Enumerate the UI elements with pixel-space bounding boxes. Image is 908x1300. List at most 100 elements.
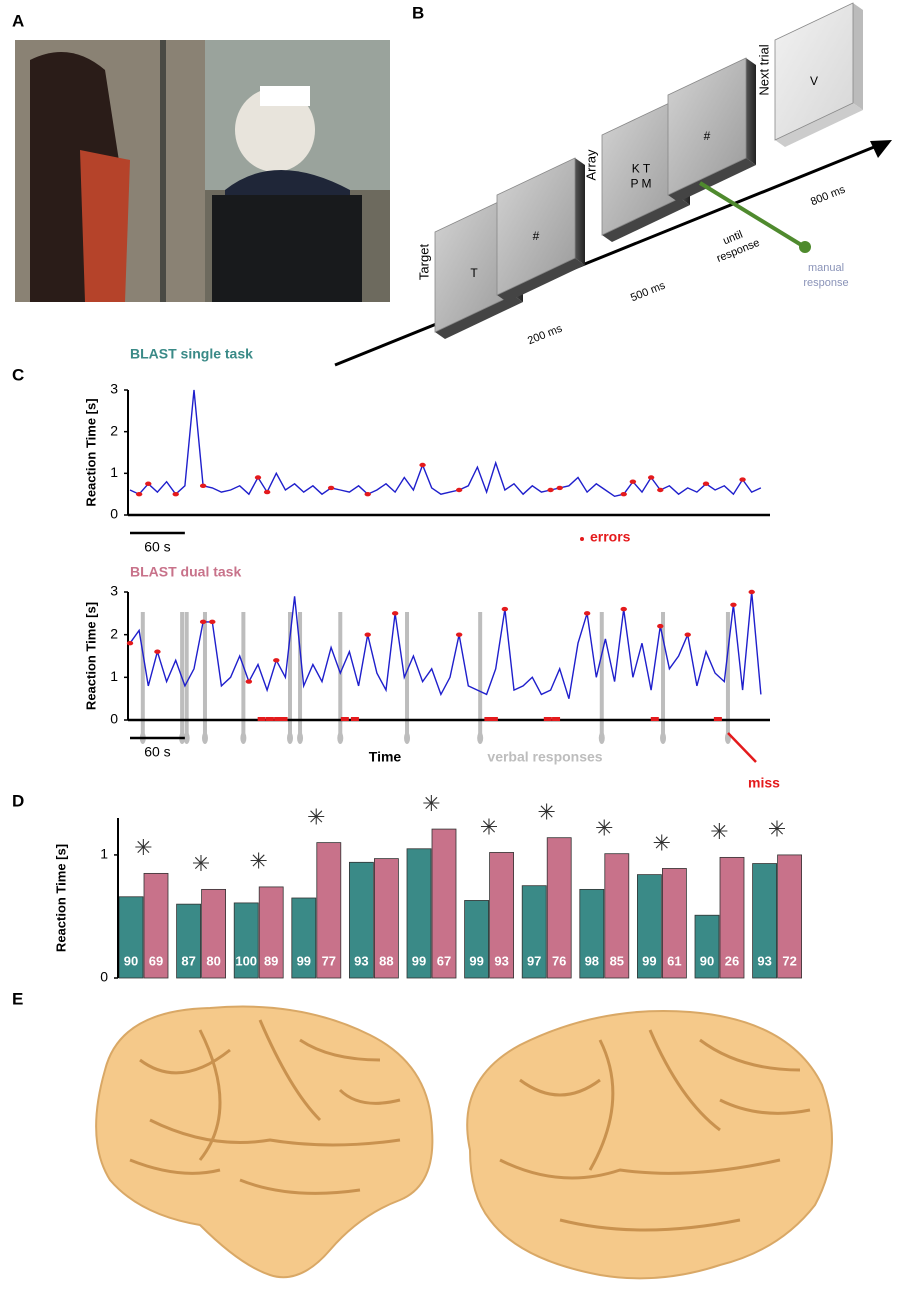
legend-dot [580,537,584,541]
y-tick-label: 3 [110,381,118,397]
bar [258,886,284,979]
duration-label: 800 ms [809,183,847,208]
screen-content: # [533,229,540,243]
bar [694,914,720,979]
response-line [698,181,805,248]
scale-bar-label: 60 s [144,539,170,555]
screen-bottom [775,103,863,147]
photo-monitor [212,195,362,302]
screen-face [496,157,576,296]
scale-bar-label: 60 s [144,744,170,760]
error-point [209,619,216,625]
miss-pointer [727,732,757,763]
accuracy-label: 93 [757,953,771,968]
duration-label: 200 ms [526,322,564,347]
verbal-response-head [404,732,411,744]
screen-bottom [435,295,523,339]
accuracy-label: 85 [610,953,624,968]
error-point [419,462,426,468]
significance-star: ✳ [249,849,267,874]
brain-right [466,1009,833,1280]
accuracy-label: 99 [297,953,311,968]
bar [546,837,572,979]
error-point [364,491,371,497]
y-axis-label: Reaction Time [s] [83,398,98,506]
bar [291,897,317,979]
bar [118,896,144,979]
bar [431,828,457,979]
y-tick-label: 1 [110,668,118,684]
bar [406,848,432,979]
verbal-response-legend: verbal responses [487,749,602,765]
screen-face [667,57,747,196]
error-point [620,491,627,497]
miss-mark [350,717,359,721]
screen-bottom [602,198,690,242]
verbal-response-head [598,732,605,744]
miss-mark [274,717,283,721]
bar [201,888,227,979]
significance-star: ✳ [307,804,325,829]
accuracy-label: 90 [124,953,138,968]
screen-content: P M [630,177,651,191]
miss-mark [650,717,659,721]
miss-mark [713,717,722,721]
y-tick-label: 3 [110,583,118,599]
significance-star: ✳ [422,791,440,816]
error-point [684,632,691,637]
accuracy-label: 93 [354,953,368,968]
bar [604,853,630,979]
accuracy-label: 72 [782,953,796,968]
significance-star: ✳ [134,835,152,860]
legend-label: errors [590,529,631,545]
significance-star: ✳ [595,816,613,841]
verbal-response-head [297,732,304,744]
verbal-response-head [287,732,293,744]
screen-face [774,2,854,141]
screen-content: V [810,74,818,88]
paradigm-diagram: Target T # Array K TP M # Next trial V 200 ms 500… [416,2,863,347]
screen-content: # [704,129,711,143]
error-point [702,481,710,486]
bar [176,903,202,979]
bar [348,861,374,979]
panel-label: B [412,3,424,22]
accuracy-label: 80 [206,953,220,968]
miss-mark [484,717,493,721]
screen-content: K T [632,162,651,176]
error-point [547,487,554,493]
error-point [455,487,463,493]
accuracy-label: 77 [322,953,336,968]
y-tick-label: 0 [100,969,108,985]
accuracy-label: 99 [469,953,483,968]
bar [777,854,802,979]
accuracy-label: 90 [700,953,714,968]
y-tick-label: 2 [110,422,118,438]
miss-mark [340,717,349,721]
verbal-response-head [183,732,190,744]
screen-side [575,158,585,265]
duration-label: 500 ms [629,279,667,304]
bar [316,842,342,979]
bar [233,902,259,979]
panel-label: D [12,791,24,810]
error-point [154,649,161,654]
error-point [199,483,207,489]
screen-content: T [470,266,478,280]
bar [579,888,605,979]
bar [719,856,745,979]
bar [464,900,490,979]
error-point [327,485,335,491]
panel-label: E [12,989,23,1008]
significance-star: ✳ [710,819,728,844]
screen-caption: Target [416,244,431,281]
error-point [364,632,371,637]
accuracy-label: 93 [494,953,508,968]
photo-head [235,88,315,172]
y-tick-label: 1 [110,464,118,480]
error-point [145,481,152,486]
photo-pole [160,40,166,302]
